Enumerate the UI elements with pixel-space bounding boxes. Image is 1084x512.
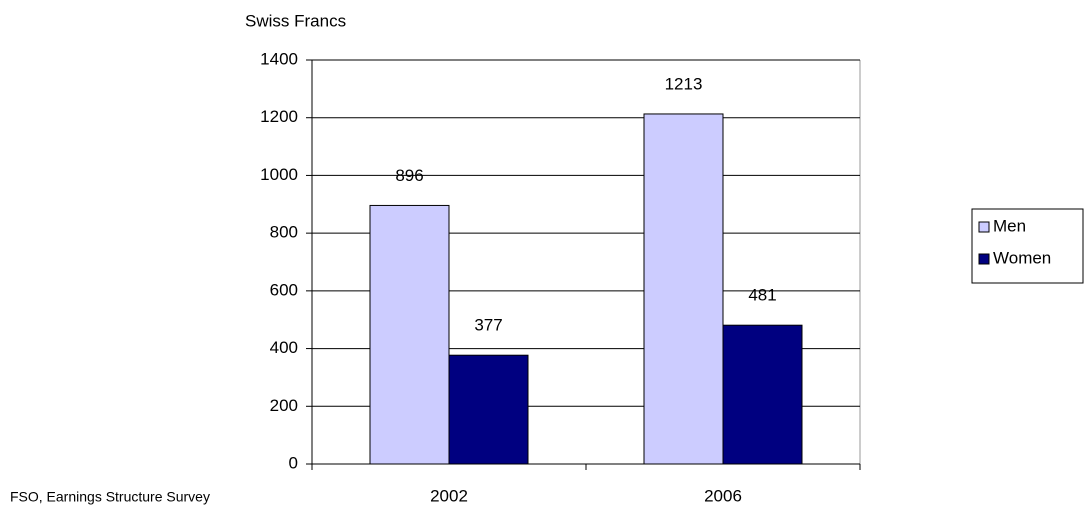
legend-box	[971, 208, 1084, 284]
bar	[448, 354, 529, 465]
legend-label: Men	[993, 216, 1026, 235]
bar	[369, 204, 450, 465]
data-label: 1213	[665, 74, 703, 93]
data-label: 481	[748, 286, 776, 305]
y-tick-label: 1000	[260, 165, 298, 184]
legend-label: Women	[993, 248, 1051, 267]
y-tick-label: 1400	[260, 49, 298, 68]
y-tick-label: 400	[270, 338, 298, 357]
data-label: 377	[474, 316, 502, 335]
y-tick-label: 600	[270, 280, 298, 299]
y-tick-label: 1200	[260, 107, 298, 126]
source-note: FSO, Earnings Structure Survey	[10, 489, 210, 505]
y-tick-label: 200	[270, 396, 298, 415]
legend-swatch	[978, 221, 990, 233]
x-tick-label: 2006	[704, 486, 742, 505]
bar	[722, 324, 803, 465]
y-tick-label: 800	[270, 223, 298, 242]
legend-swatch	[978, 253, 990, 265]
y-tick-label: 0	[289, 453, 298, 472]
x-tick-label: 2002	[430, 486, 468, 505]
y-axis-title: Swiss Francs	[245, 11, 346, 30]
bar	[643, 113, 724, 465]
data-label: 896	[395, 166, 423, 185]
